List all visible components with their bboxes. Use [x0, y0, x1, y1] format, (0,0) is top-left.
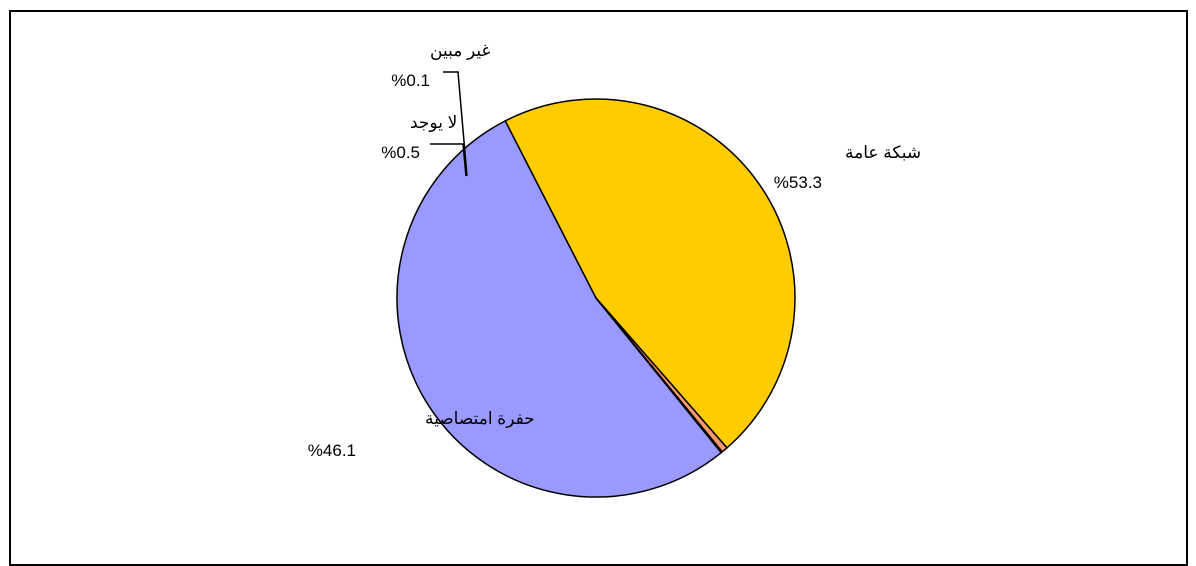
slice-value-no-facility: %0.5 — [381, 143, 420, 162]
slice-labels: شبكة عامة %53.3 حفرة امتصاصية %46.1 لا ي… — [308, 41, 921, 460]
slice-label-unspecified: غير مبين — [430, 41, 491, 60]
slice-value-absorption-pit: %46.1 — [308, 441, 356, 460]
leader-line-no-facility — [430, 143, 467, 177]
slice-label-no-facility: لا يوجد — [410, 113, 457, 132]
slice-value-unspecified: %0.1 — [391, 71, 430, 90]
pie-slice-unspecified — [595, 297, 724, 454]
leader-line-unspecified — [443, 71, 468, 177]
pie-slice-public-network — [396, 119, 723, 498]
slice-label-absorption-pit: حفرة امتصاصية — [425, 409, 535, 428]
pie-slice-absorption-pit — [504, 98, 796, 449]
pie-slices — [396, 98, 796, 498]
pie-chart: شبكة عامة %53.3 حفرة امتصاصية %46.1 لا ي… — [308, 41, 921, 498]
slice-label-public-network: شبكة عامة — [845, 143, 921, 162]
leader-lines — [430, 71, 468, 177]
slice-value-public-network: %53.3 — [774, 173, 822, 192]
